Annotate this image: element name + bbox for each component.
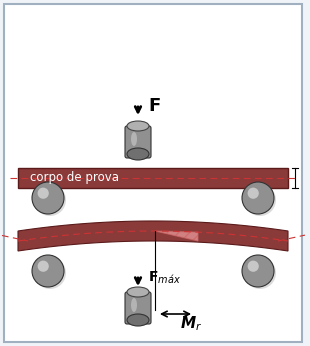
Circle shape (38, 261, 49, 272)
Text: M$_r$: M$_r$ (179, 315, 202, 333)
Ellipse shape (131, 298, 137, 312)
Ellipse shape (127, 314, 149, 326)
Text: corpo de prova: corpo de prova (30, 172, 119, 184)
Circle shape (244, 184, 276, 216)
Ellipse shape (131, 132, 137, 146)
Circle shape (32, 182, 64, 214)
Ellipse shape (127, 148, 149, 160)
FancyBboxPatch shape (18, 168, 288, 188)
FancyBboxPatch shape (125, 126, 151, 158)
Circle shape (244, 257, 276, 289)
Circle shape (34, 184, 66, 216)
Circle shape (248, 261, 259, 272)
FancyBboxPatch shape (4, 4, 302, 342)
Circle shape (248, 188, 259, 199)
Ellipse shape (127, 287, 149, 297)
Circle shape (38, 188, 49, 199)
Text: F: F (148, 97, 160, 115)
Circle shape (32, 255, 64, 287)
Circle shape (242, 182, 274, 214)
Circle shape (242, 255, 274, 287)
Ellipse shape (127, 121, 149, 131)
FancyBboxPatch shape (125, 292, 151, 324)
Text: F$_{máx}$: F$_{máx}$ (148, 270, 181, 286)
Circle shape (34, 257, 66, 289)
Polygon shape (155, 231, 198, 241)
Polygon shape (18, 221, 288, 251)
